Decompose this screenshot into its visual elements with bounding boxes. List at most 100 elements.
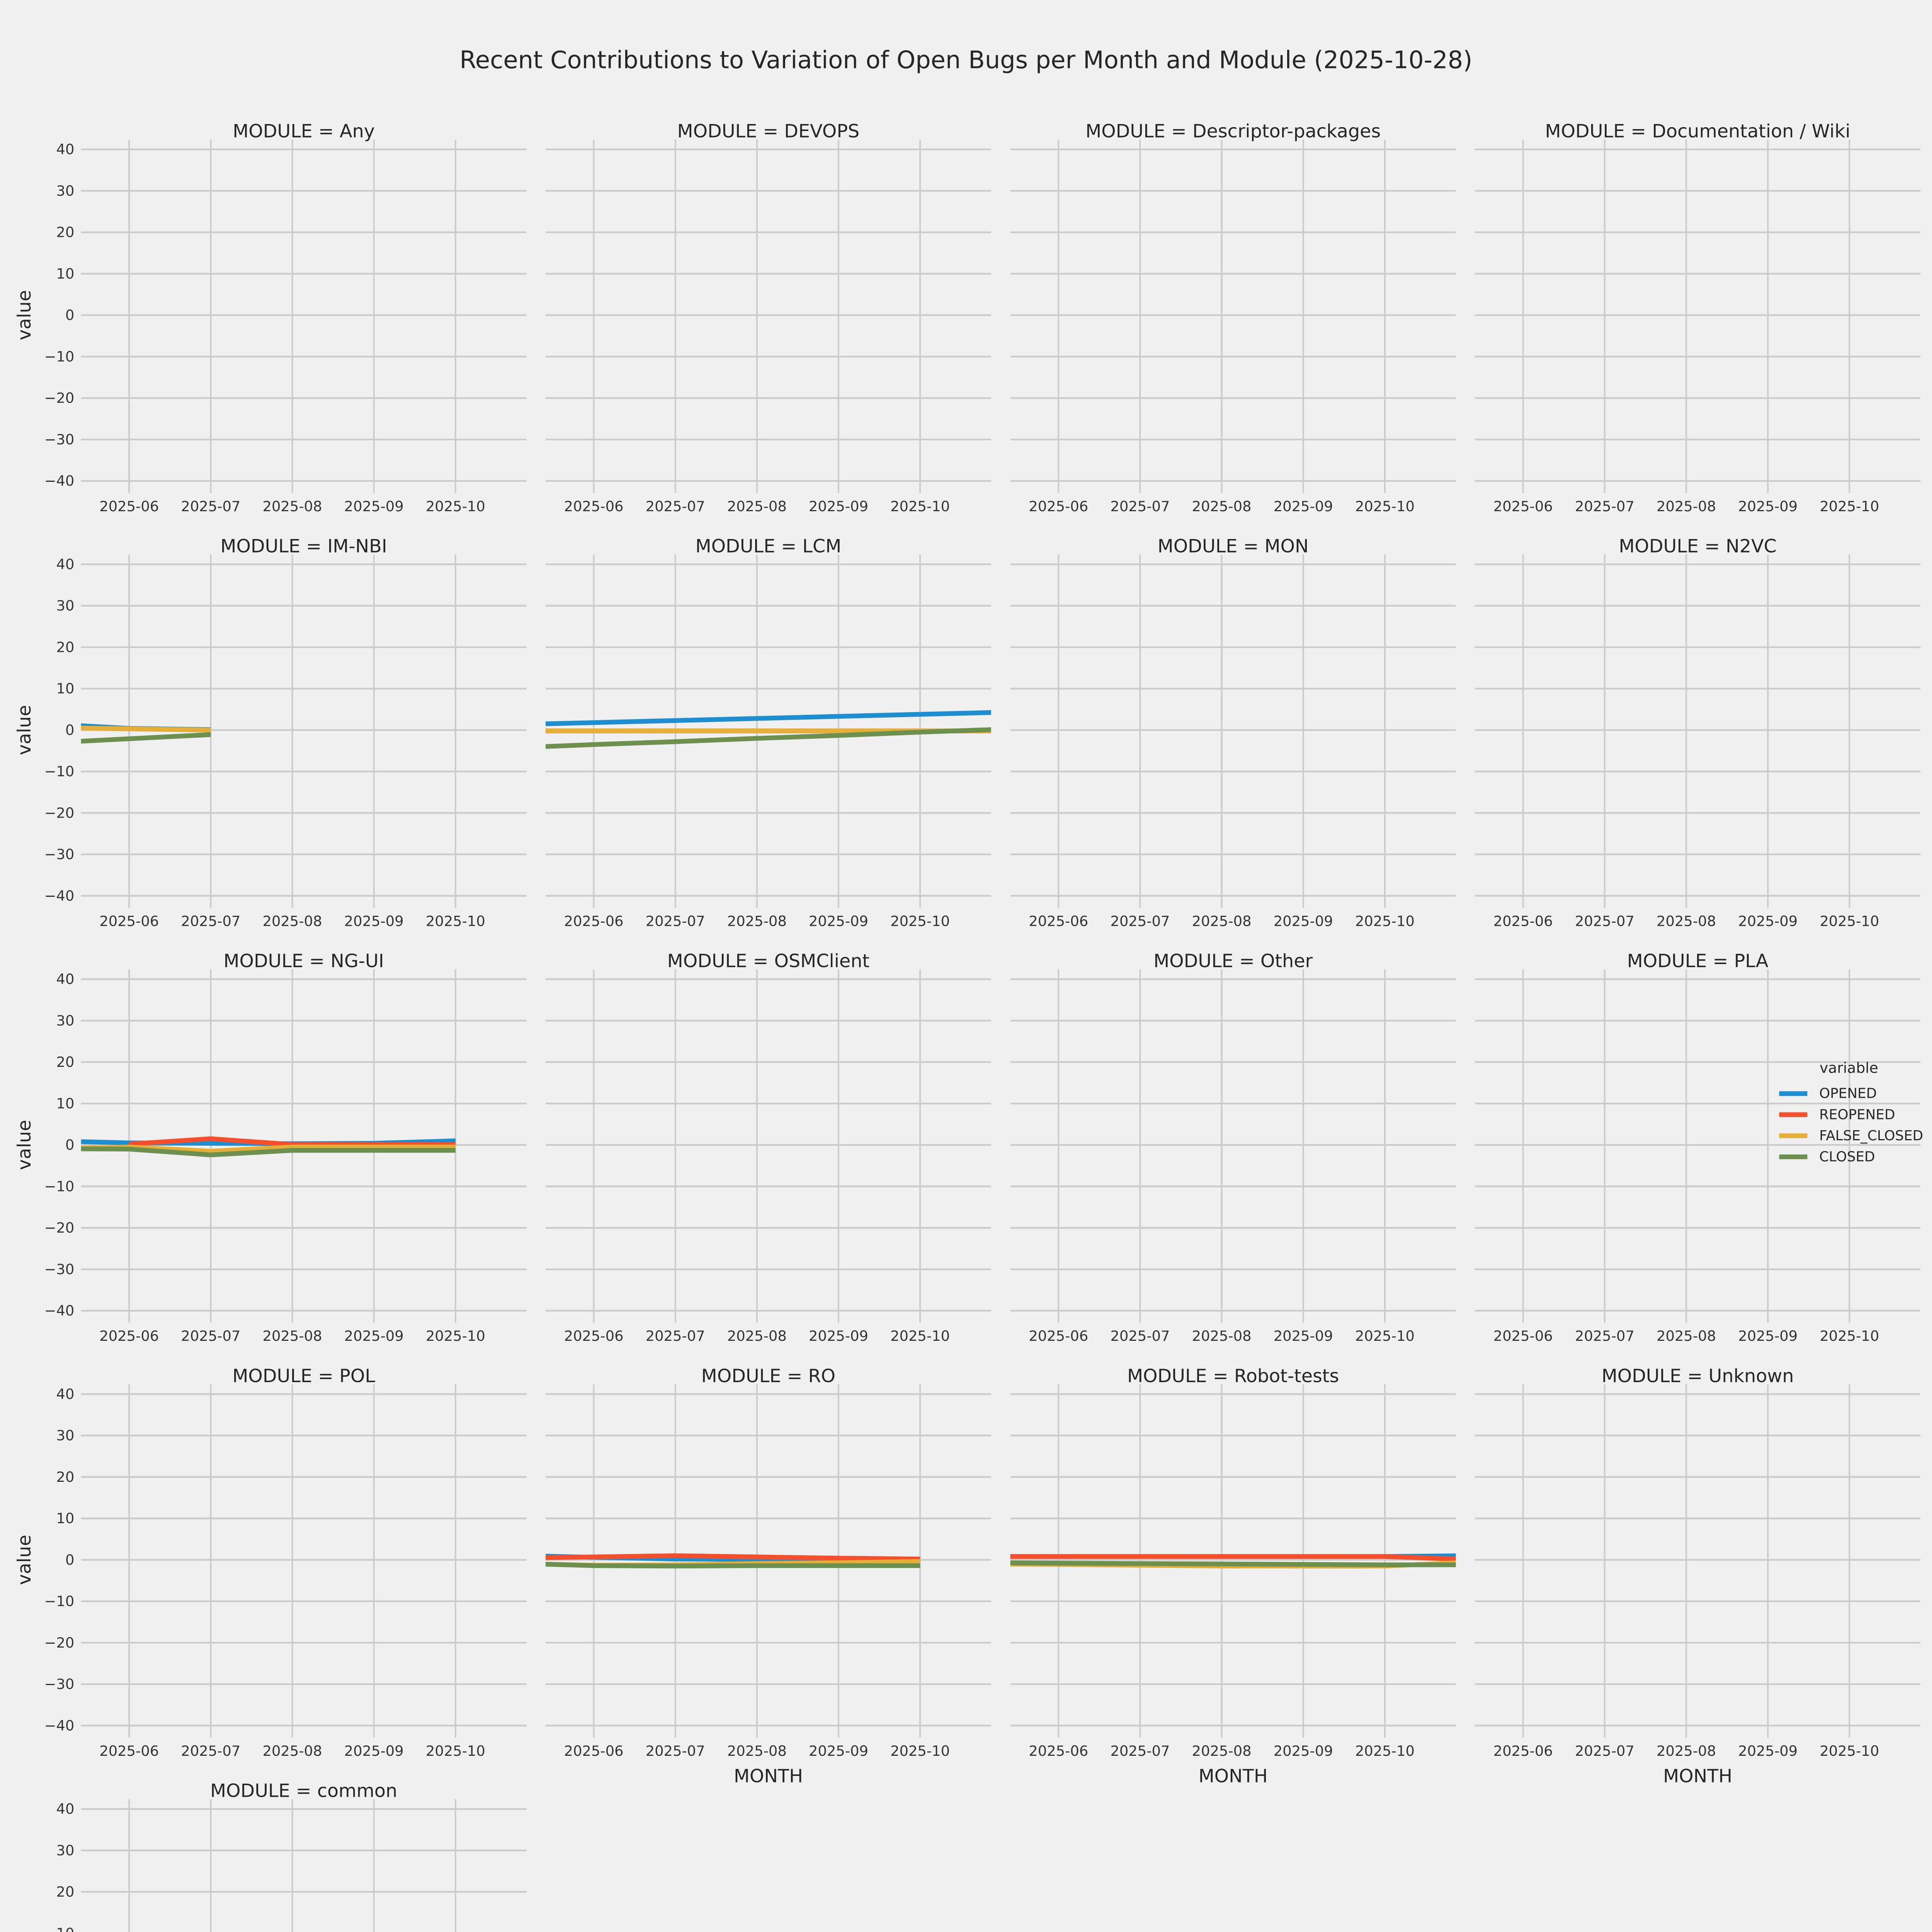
x-tick-label: 2025-07 [181,913,240,930]
facet-Descriptor-packages: MODULE = Descriptor-packages 2025-06 2025-… [1010,121,1456,515]
series-line-reopened [546,1553,920,1561]
x-tick-label: 2025-07 [1111,913,1170,930]
x-tick-label: 2025-10 [890,498,950,515]
x-tick-label: 2025-07 [181,1328,240,1344]
x-tick-label: 2025-08 [1656,1328,1716,1344]
x-tick-label: 2025-09 [344,498,404,515]
x-tick-label: 2025-07 [646,498,705,515]
x-tick-label: 2025-07 [1111,1328,1170,1344]
y-tick-label: −10 [44,1593,75,1610]
facet-title: MODULE = Other [1153,951,1313,972]
x-tick-label: 2025-10 [426,913,485,930]
y-tick-label: 30 [56,597,74,614]
x-tick-label: 2025-09 [1738,1328,1798,1344]
x-axis-label: MONTH [1199,1765,1268,1787]
legend-label: FALSE_CLOSED [1819,1128,1923,1144]
facet-IM-NBI: MODULE = IM-NBI 2025-06 2025-07 2025-08 2025… [14,536,527,930]
x-tick-label: 2025-06 [1493,913,1553,930]
y-tick-label: −30 [44,1261,75,1277]
grid [1010,554,1456,908]
grid [1475,1384,1921,1738]
facet-NG-UI: MODULE = NG-UI 2025-06 2025-07 2025-08 2025-… [14,951,527,1344]
x-tick-label: 2025-06 [99,913,159,930]
y-tick-label: 20 [56,1054,74,1070]
legend-label: CLOSED [1819,1149,1875,1165]
x-tick-label: 2025-07 [646,913,705,930]
y-tick-label: −20 [44,1219,75,1236]
y-tick-label: 10 [56,1925,74,1932]
x-tick-label: 2025-07 [1111,498,1170,515]
facet-title: MODULE = OSMClient [667,951,869,972]
grid [81,139,527,493]
grid [1010,969,1456,1323]
grid [1475,139,1921,493]
x-axis-label: MONTH [734,1765,803,1787]
y-tick-label: 30 [56,1427,74,1444]
y-tick-label: −20 [44,1634,75,1651]
x-tick-label: 2025-10 [426,1743,485,1759]
grid [1010,139,1456,493]
x-tick-label: 2025-10 [1355,498,1415,515]
y-tick-label: −40 [44,473,75,489]
x-tick-label: 2025-09 [344,913,404,930]
series-line-closed [546,1561,920,1569]
facet-RO: MODULE = RO 2025-06 2025-07 2025-08 2025-09 2… [546,1366,991,1787]
grid [81,1799,527,1932]
y-tick-label: −30 [44,1676,75,1692]
series-layer [546,710,991,749]
x-tick-label: 2025-10 [1355,1743,1415,1759]
series-line-reopened [129,1136,456,1147]
x-tick-label: 2025-09 [809,498,868,515]
x-axis-label: MONTH [1663,1765,1732,1787]
grid [1010,1384,1456,1738]
x-tick-label: 2025-09 [344,1328,404,1344]
facets: MODULE = Any 2025-06 2025-07 2025-08 2025-09… [14,121,1921,1932]
grid [1475,969,1921,1323]
x-tick-label: 2025-06 [99,1328,159,1344]
x-tick-label: 2025-08 [1656,1743,1716,1759]
x-tick-label: 2025-07 [1575,913,1634,930]
y-tick-label: −10 [44,763,75,780]
x-tick-label: 2025-06 [1493,1743,1553,1759]
facet-Any: MODULE = Any 2025-06 2025-07 2025-08 2025-09… [14,121,527,515]
x-tick-label: 2025-08 [263,1328,322,1344]
series-layer [81,1136,456,1158]
y-tick-label: 40 [56,556,74,573]
legend-label: REOPENED [1819,1107,1895,1122]
series-line-closed [81,732,211,744]
x-tick-label: 2025-06 [564,1743,624,1759]
y-tick-label: 20 [56,1884,74,1900]
facet-title: MODULE = MON [1158,536,1309,557]
x-tick-label: 2025-06 [99,1743,159,1759]
y-tick-label: −10 [44,348,75,365]
facet-LCM: MODULE = LCM 2025-06 2025-07 2025-08 2025-09… [546,536,991,930]
facet-DEVOPS: MODULE = DEVOPS 2025-06 2025-07 2025-08 2025… [546,121,991,515]
x-tick-label: 2025-06 [1493,1328,1553,1344]
facet-title: MODULE = common [210,1781,397,1802]
facet-MON: MODULE = MON 2025-06 2025-07 2025-08 2025-09… [1010,536,1456,930]
x-tick-label: 2025-10 [890,1328,950,1344]
grid [81,554,527,908]
x-tick-label: 2025-10 [1820,1328,1879,1344]
facet-title: MODULE = LCM [696,536,842,557]
series-line-reopened [1010,1554,1456,1561]
series-line-false_closed [81,726,211,733]
x-tick-label: 2025-08 [1192,1328,1252,1344]
y-tick-label: −10 [44,1178,75,1195]
x-tick-label: 2025-07 [646,1743,705,1759]
x-tick-label: 2025-09 [1274,1328,1333,1344]
y-axis-label: value [14,1120,35,1170]
facet-title: MODULE = DEVOPS [677,121,860,142]
x-tick-label: 2025-07 [1575,1743,1634,1759]
x-tick-label: 2025-09 [1274,498,1333,515]
y-tick-label: 40 [56,141,74,158]
x-tick-label: 2025-07 [1575,1328,1634,1344]
y-tick-label: 10 [56,265,74,282]
facet-POL: MODULE = POL 2025-06 2025-07 2025-08 2025-09… [14,1366,527,1759]
y-tick-label: −40 [44,888,75,904]
grid [546,139,991,493]
facet-common: MODULE = common2025-062025-072025-082025… [56,1781,527,1932]
facet-title: MODULE = NG-UI [223,951,384,972]
x-tick-label: 2025-08 [727,1328,787,1344]
